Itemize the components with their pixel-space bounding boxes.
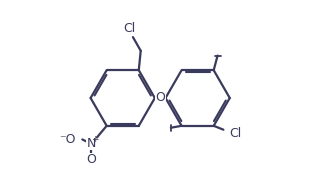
- Text: N: N: [86, 137, 96, 150]
- Text: O: O: [155, 92, 165, 104]
- Text: O: O: [86, 153, 96, 166]
- Text: +: +: [91, 135, 98, 144]
- Text: ⁻O: ⁻O: [59, 133, 76, 146]
- Text: Cl: Cl: [123, 22, 135, 35]
- Text: Cl: Cl: [229, 127, 241, 140]
